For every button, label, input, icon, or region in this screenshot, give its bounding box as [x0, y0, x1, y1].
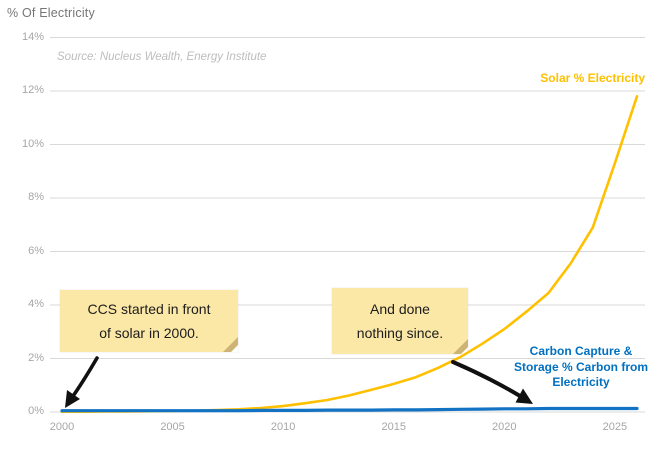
y-tick-label: 6% — [28, 244, 44, 257]
sticky-note-done-nothing: And done nothing since. — [332, 288, 468, 354]
y-tick-label: 4% — [28, 298, 44, 310]
source-note: Source: Nucleus Wealth, Energy Institute — [57, 51, 267, 63]
x-tick-label: 2000 — [49, 421, 75, 433]
ccs-series-label: Carbon Capture & Storage % Carbon from E… — [513, 344, 648, 389]
note-text: nothing since. — [356, 325, 444, 341]
y-tick-label: 14% — [21, 30, 44, 43]
x-tick-label: 2020 — [492, 421, 517, 433]
folded-corner-cut — [231, 345, 238, 352]
y-tick-label: 12% — [21, 84, 44, 96]
sticky-note-ccs-started: CCS started in front of solar in 2000. — [60, 290, 238, 352]
y-tick-label: 0% — [28, 405, 44, 417]
solar-series-label: Solar % Electricity — [540, 71, 645, 85]
y-tick-label: 2% — [28, 351, 44, 364]
x-tick-label: 2025 — [602, 421, 628, 433]
x-tick-label: 2005 — [160, 421, 185, 433]
note-text: CCS started in front — [87, 301, 211, 317]
note-text: of solar in 2000. — [99, 325, 199, 341]
annotation-arrow-left — [65, 356, 99, 408]
x-tick-label: 2015 — [381, 421, 406, 433]
ccs-line — [60, 406, 639, 413]
y-tick-label: 10% — [21, 137, 44, 150]
y-tick-label: 8% — [28, 191, 44, 203]
folded-corner-cut — [461, 347, 468, 354]
chart-title: % Of Electricity — [7, 6, 95, 20]
note-text: And done — [370, 301, 430, 317]
x-tick-label: 2010 — [270, 421, 296, 433]
